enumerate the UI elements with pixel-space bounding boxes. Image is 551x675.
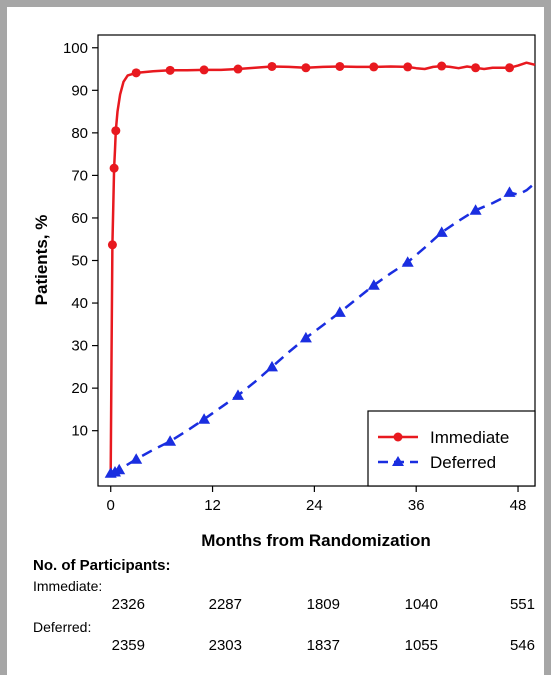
legend-marker-immediate: [393, 432, 403, 442]
y-tick-label: 90: [71, 82, 88, 99]
y-tick-label: 10: [71, 423, 88, 440]
series-layer: [104, 61, 536, 478]
participants-immediate-value: 1809: [306, 596, 340, 613]
x-tick-label: 48: [510, 497, 527, 514]
data-point-deferred: [435, 226, 448, 237]
legend: Immediate Deferred: [367, 410, 536, 487]
frame-right-border: [544, 0, 551, 675]
y-tick-label: 20: [71, 380, 88, 397]
data-point-immediate: [107, 240, 117, 250]
participants-immediate-value: 2287: [208, 596, 242, 613]
legend-label-immediate: Immediate: [430, 428, 509, 447]
participants-deferred-value: 546: [509, 637, 535, 654]
participants-immediate-value: 1040: [404, 596, 438, 613]
x-tick-label: 24: [306, 497, 323, 514]
data-point-deferred: [469, 204, 482, 215]
participants-label-deferred: Deferred:: [33, 619, 92, 635]
y-tick-label: 80: [71, 125, 88, 142]
data-point-immediate: [267, 61, 277, 71]
data-point-deferred: [367, 279, 380, 290]
data-point-immediate: [199, 65, 209, 75]
data-point-deferred: [198, 413, 211, 424]
y-tick-label: 70: [71, 167, 88, 184]
y-tick-label: 100: [63, 40, 88, 57]
data-point-deferred: [333, 306, 346, 317]
data-point-immediate: [233, 64, 243, 74]
data-point-immediate: [471, 63, 481, 73]
data-point-deferred: [164, 435, 177, 446]
participants-deferred-value: 2303: [208, 637, 242, 654]
y-axis-ticks: 10 20 30 40 50 60 70 80 90 100: [63, 40, 98, 440]
data-point-immediate: [301, 63, 311, 73]
data-point-deferred: [232, 389, 244, 400]
participants-title: No. of Participants:: [33, 557, 171, 574]
frame-left-border: [0, 0, 7, 675]
participants-deferred-value: 1837: [306, 637, 340, 654]
participants-immediate-value: 2326: [111, 596, 145, 613]
data-point-immediate: [165, 65, 175, 75]
frame-top-border: [0, 0, 551, 7]
x-axis-title: Months from Randomization: [201, 531, 430, 550]
x-tick-label: 12: [204, 497, 221, 514]
data-point-immediate: [109, 163, 119, 173]
x-tick-label: 0: [107, 497, 115, 514]
data-point-deferred: [266, 360, 278, 372]
x-tick-label: 36: [408, 497, 425, 514]
y-axis-title: Patients, %: [32, 215, 51, 306]
data-point-immediate: [505, 63, 515, 73]
data-point-immediate: [111, 126, 121, 136]
y-tick-label: 60: [71, 210, 88, 227]
y-tick-label: 50: [71, 253, 88, 270]
participants-deferred-value: 2359: [111, 637, 145, 654]
y-tick-label: 40: [71, 295, 88, 312]
data-point-deferred: [503, 186, 516, 197]
data-point-immediate: [369, 62, 379, 72]
legend-label-deferred: Deferred: [430, 453, 496, 472]
data-point-immediate: [403, 62, 413, 72]
legend-marker-deferred: [392, 456, 404, 466]
data-point-immediate: [335, 61, 345, 71]
data-point-immediate: [131, 68, 141, 78]
participants-deferred-value: 1055: [404, 637, 438, 654]
participants-immediate-value: 551: [509, 596, 535, 613]
data-point-deferred: [401, 256, 414, 267]
legend-box: [367, 410, 536, 487]
x-axis-ticks: 0 12 24 36 48: [107, 486, 527, 514]
data-point-deferred: [113, 463, 126, 475]
data-point-deferred: [130, 453, 143, 464]
data-point-immediate: [437, 61, 447, 71]
data-point-deferred: [299, 331, 312, 343]
y-tick-label: 30: [71, 338, 88, 355]
participants-label-immediate: Immediate:: [33, 578, 103, 594]
